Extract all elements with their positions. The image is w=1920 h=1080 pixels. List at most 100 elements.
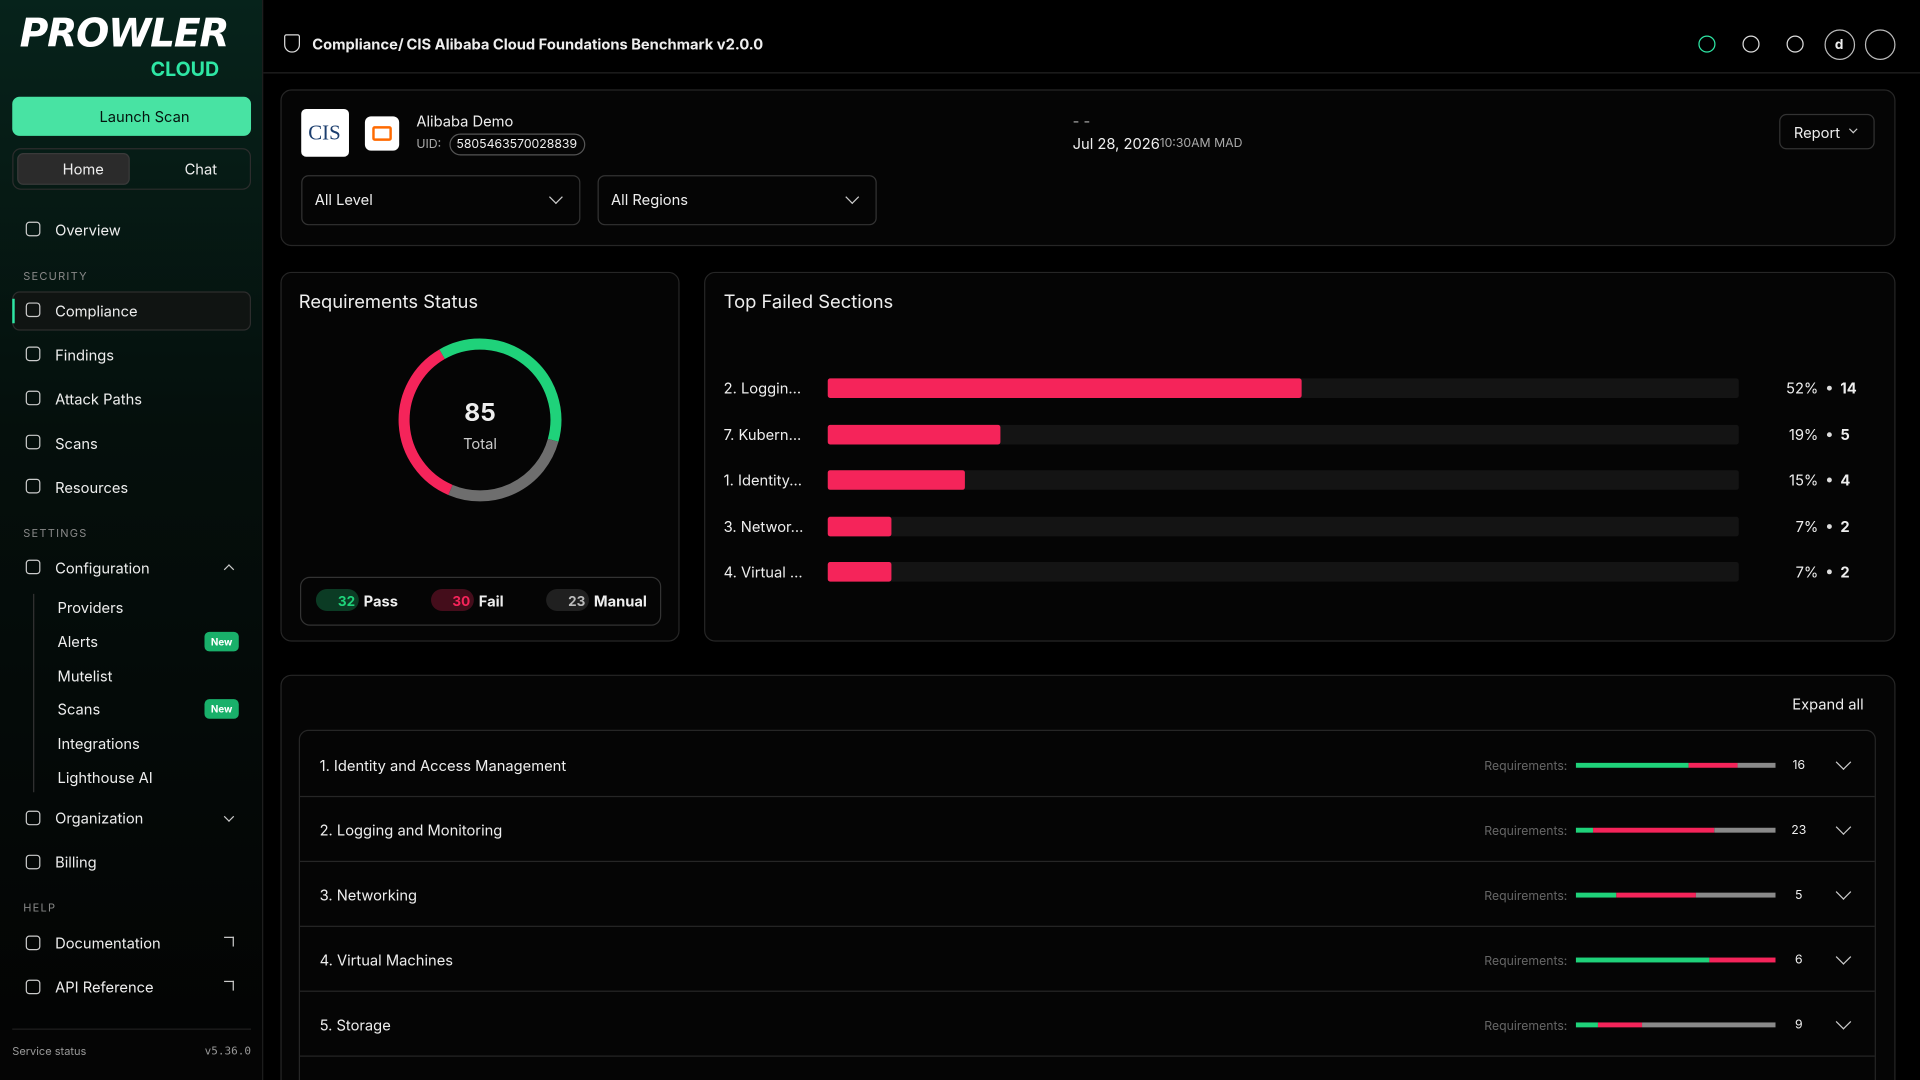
legend-pill bbox=[431, 588, 474, 612]
tab[interactable]: Chat bbox=[184, 159, 218, 179]
report-label[interactable]: Report bbox=[1793, 123, 1841, 142]
provider-name: Alibaba Demo bbox=[416, 112, 514, 131]
count-label: 5 bbox=[1840, 424, 1850, 444]
sub-item[interactable]: Alerts bbox=[57, 632, 98, 651]
requirements-label: Requirements: bbox=[1484, 823, 1568, 839]
sub-item[interactable]: Lighthouse AI bbox=[57, 768, 153, 787]
requirements-label: Requirements: bbox=[1484, 888, 1568, 904]
requirement-segment bbox=[1575, 892, 1616, 897]
requirement-segment bbox=[1642, 1021, 1776, 1027]
logout[interactable] bbox=[1864, 29, 1896, 61]
requirement-segment bbox=[1575, 762, 1689, 768]
requirement-segment bbox=[1615, 892, 1696, 897]
card-title: Top Failed Sections bbox=[723, 289, 894, 313]
requirements-total: 5 bbox=[1795, 887, 1803, 902]
nav-item[interactable]: Organization bbox=[55, 808, 144, 828]
requirement-segment bbox=[1738, 762, 1776, 768]
nav-icon bbox=[25, 935, 41, 951]
count-label: 2 bbox=[1840, 516, 1850, 536]
avatar[interactable] bbox=[1824, 29, 1856, 61]
requirement-segment bbox=[1688, 762, 1739, 768]
sub-item[interactable]: Mutelist bbox=[57, 666, 113, 685]
section-name: 4. Virtual Machines bbox=[319, 950, 454, 969]
nav-item[interactable]: Attack Paths bbox=[55, 390, 143, 409]
nav-heading: SECURITY bbox=[23, 270, 88, 284]
requirement-segment bbox=[1575, 827, 1594, 833]
tabs bbox=[12, 148, 252, 190]
section-label: 4. Virtual ... bbox=[723, 562, 803, 582]
provider-icon-mark bbox=[372, 126, 392, 141]
requirement-segment bbox=[1593, 827, 1715, 833]
section-name: 5. Storage bbox=[319, 1015, 391, 1034]
filter-select[interactable] bbox=[597, 175, 877, 226]
percent-label: 52% bbox=[1786, 378, 1819, 398]
row-divider bbox=[300, 795, 1875, 798]
bullet bbox=[1826, 431, 1832, 437]
header-icon[interactable] bbox=[1698, 35, 1716, 53]
bullet bbox=[1826, 385, 1832, 391]
nav-icon bbox=[25, 302, 41, 318]
count-label: 2 bbox=[1840, 562, 1850, 582]
scan-card bbox=[280, 89, 1896, 247]
donut-total-label: Total bbox=[463, 434, 497, 453]
bar-track bbox=[827, 562, 1739, 582]
nav-heading: HELP bbox=[23, 901, 57, 916]
nav-item[interactable]: Scans bbox=[55, 434, 98, 453]
bullet bbox=[1826, 477, 1832, 483]
nav-icon bbox=[25, 221, 41, 237]
nav-item[interactable]: Resources bbox=[55, 478, 129, 497]
filter-label[interactable]: All Level bbox=[314, 190, 373, 209]
avatar-letter: d bbox=[1834, 35, 1844, 53]
nav-item[interactable]: Billing bbox=[55, 852, 97, 872]
section-name: 2. Logging and Monitoring bbox=[319, 820, 503, 839]
section-label: 3. Networ... bbox=[723, 516, 804, 536]
cis-logo-text: CIS bbox=[308, 121, 341, 145]
scan-time: 10:30AM MAD bbox=[1159, 135, 1243, 151]
sub-item[interactable]: Scans bbox=[57, 700, 101, 719]
requirements-list bbox=[298, 729, 1876, 1080]
requirement-segment bbox=[1575, 1021, 1599, 1027]
donut-total: 85 bbox=[464, 397, 496, 428]
filter-label[interactable]: All Regions bbox=[611, 190, 689, 209]
legend-count: 32 bbox=[337, 592, 356, 610]
row-divider bbox=[300, 860, 1875, 863]
scan-placeholder: - - bbox=[1072, 112, 1091, 131]
nav-item[interactable]: API Reference bbox=[55, 977, 154, 997]
nav-item[interactable]: Configuration bbox=[55, 558, 150, 578]
service-status[interactable]: Service status bbox=[12, 1045, 87, 1059]
count-label: 4 bbox=[1840, 470, 1851, 490]
header-icon[interactable] bbox=[1786, 35, 1804, 53]
header-icon[interactable] bbox=[1742, 35, 1760, 53]
count-label: 14 bbox=[1840, 378, 1857, 398]
percent-label: 19% bbox=[1788, 424, 1819, 444]
requirements-total: 6 bbox=[1794, 952, 1803, 967]
badge-label: New bbox=[210, 635, 233, 648]
legend-label: Pass bbox=[363, 592, 398, 611]
expand-all[interactable]: Expand all bbox=[1792, 694, 1864, 714]
card-title: Requirements Status bbox=[298, 289, 479, 313]
nav-active bbox=[12, 291, 252, 331]
percent-label: 7% bbox=[1795, 516, 1819, 536]
filter-select[interactable] bbox=[301, 175, 581, 226]
launch-button[interactable] bbox=[12, 96, 252, 136]
nav-item[interactable]: Overview bbox=[55, 221, 121, 240]
report-button[interactable] bbox=[1779, 113, 1875, 150]
sub-item[interactable]: Providers bbox=[57, 598, 124, 617]
nav-item[interactable]: Findings bbox=[55, 345, 115, 365]
badge-label: New bbox=[210, 703, 233, 716]
nav-item[interactable]: Compliance bbox=[55, 301, 138, 321]
row-divider bbox=[300, 990, 1875, 992]
nav-item[interactable]: Documentation bbox=[55, 933, 161, 953]
breadcrumb[interactable]: Compliance bbox=[312, 34, 398, 54]
requirement-segment bbox=[1598, 1021, 1643, 1027]
section-name: 3. Networking bbox=[319, 885, 418, 904]
bar-track bbox=[827, 470, 1739, 490]
nav-icon bbox=[25, 810, 41, 826]
header-line bbox=[263, 72, 1920, 74]
launch-label[interactable]: Launch Scan bbox=[99, 107, 190, 126]
sub-item[interactable]: Integrations bbox=[57, 734, 140, 753]
requirement-segment bbox=[1708, 956, 1776, 962]
tab-active bbox=[17, 153, 130, 185]
tab[interactable]: Home bbox=[62, 159, 104, 179]
